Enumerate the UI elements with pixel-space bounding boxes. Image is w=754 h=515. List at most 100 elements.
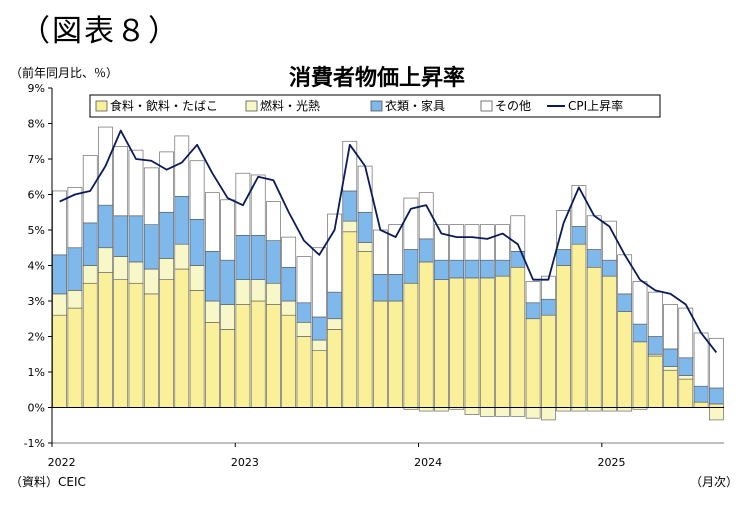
bar-food-10 xyxy=(205,321,220,408)
bar-food-13 xyxy=(250,300,266,408)
bar-other-2 xyxy=(82,155,98,224)
bar-fuel-30 xyxy=(510,407,526,417)
bar-other-24 xyxy=(418,192,434,240)
bar-food-42 xyxy=(693,401,709,408)
bar-clothing-23 xyxy=(403,249,419,284)
bar-fuel-1 xyxy=(67,290,83,309)
bar-other-29 xyxy=(495,224,510,261)
bar-clothing-11 xyxy=(220,259,235,305)
bar-fuel-17 xyxy=(311,339,327,351)
bar-food-29 xyxy=(495,275,510,408)
bar-food-3 xyxy=(98,272,113,408)
bar-food-39 xyxy=(647,355,663,408)
bar-clothing-4 xyxy=(113,215,129,257)
bar-fuel-11 xyxy=(220,304,235,330)
bar-clothing-39 xyxy=(647,336,663,355)
bar-other-6 xyxy=(143,167,159,225)
y-tick-label: -1% xyxy=(24,437,45,450)
bar-clothing-31 xyxy=(525,302,541,320)
bar-other-8 xyxy=(174,135,190,197)
bars-layer xyxy=(52,126,724,421)
bar-fuel-2 xyxy=(82,265,98,284)
bar-other-39 xyxy=(647,291,663,337)
bar-food-15 xyxy=(281,314,297,408)
bar-clothing-9 xyxy=(189,219,205,266)
bar-food-32 xyxy=(541,314,556,408)
bar-food-1 xyxy=(67,307,83,408)
bar-food-24 xyxy=(418,261,434,408)
bar-clothing-26 xyxy=(449,259,465,279)
bar-food-35 xyxy=(586,266,602,408)
bar-food-25 xyxy=(434,279,449,408)
bar-clothing-42 xyxy=(693,385,709,403)
bar-fuel-29 xyxy=(495,407,510,417)
bar-food-30 xyxy=(510,266,526,408)
bar-fuel-43 xyxy=(709,407,724,421)
bar-food-12 xyxy=(235,304,251,408)
legend: 食料・飲料・たばこ 燃料・光熱 衣類・家具 その他 CPI上昇率 xyxy=(89,94,661,118)
bar-other-43 xyxy=(709,337,724,389)
bar-fuel-35 xyxy=(586,407,602,412)
bar-food-23 xyxy=(403,282,419,408)
axes-layer: -1% 0% 1% 2% 3% 4% 5% 6% 7% 8% 9% 2022 2023 2024 2025 xyxy=(24,82,724,469)
y-tick-label: 9% xyxy=(28,82,45,95)
bar-food-21 xyxy=(373,300,388,408)
bar-clothing-27 xyxy=(464,259,480,279)
bar-other-41 xyxy=(678,307,694,359)
bar-clothing-19 xyxy=(342,190,358,222)
bar-clothing-25 xyxy=(434,259,449,281)
legend-swatch-other xyxy=(480,100,493,112)
bar-food-36 xyxy=(602,275,617,408)
bar-other-40 xyxy=(663,304,678,350)
legend-label-food: 食料・飲料・たばこ xyxy=(110,98,218,113)
bar-clothing-34 xyxy=(571,226,587,245)
bar-other-32 xyxy=(541,275,556,300)
bar-food-41 xyxy=(678,378,694,408)
legend-label-clothing: 衣類・家具 xyxy=(385,98,445,113)
bar-clothing-2 xyxy=(82,222,98,266)
bar-food-7 xyxy=(159,279,174,408)
bar-fuel-9 xyxy=(189,265,205,291)
bar-clothing-43 xyxy=(709,387,724,405)
legend-swatch-clothing xyxy=(370,100,383,112)
bar-other-34 xyxy=(571,185,587,227)
bar-clothing-8 xyxy=(174,195,190,245)
bar-food-19 xyxy=(342,231,358,408)
bar-fuel-20 xyxy=(357,242,373,252)
bar-clothing-22 xyxy=(388,274,403,302)
bar-food-28 xyxy=(479,277,495,408)
bar-clothing-20 xyxy=(357,211,373,243)
bar-food-16 xyxy=(296,336,312,408)
bar-food-38 xyxy=(632,341,648,408)
bar-other-14 xyxy=(266,201,281,241)
x-tick-label: 2022 xyxy=(48,456,76,469)
y-tick-label: 6% xyxy=(28,189,45,202)
y-tick-label: 4% xyxy=(28,260,45,273)
bar-other-38 xyxy=(632,281,648,325)
bar-fuel-25 xyxy=(434,407,449,412)
line-layer xyxy=(59,129,718,354)
bar-clothing-33 xyxy=(556,249,571,266)
y-tick-label: 0% xyxy=(28,402,45,415)
legend-swatch-fuel xyxy=(245,100,258,112)
bar-other-42 xyxy=(693,332,709,387)
bar-fuel-16 xyxy=(296,321,312,337)
bar-food-27 xyxy=(464,277,480,408)
bar-other-10 xyxy=(205,192,220,252)
bar-clothing-32 xyxy=(541,298,556,316)
bar-food-22 xyxy=(388,300,403,408)
bar-other-27 xyxy=(464,224,480,261)
bar-other-21 xyxy=(373,229,388,275)
bar-other-16 xyxy=(296,256,312,304)
bar-other-5 xyxy=(128,149,144,217)
bar-fuel-40 xyxy=(663,366,678,371)
bar-clothing-24 xyxy=(418,238,434,263)
bar-fuel-19 xyxy=(342,220,358,233)
bar-other-1 xyxy=(67,187,83,249)
bar-fuel-24 xyxy=(418,407,434,412)
bar-other-37 xyxy=(617,254,633,295)
bar-clothing-15 xyxy=(281,266,297,302)
bar-food-31 xyxy=(525,318,541,408)
bar-fuel-15 xyxy=(281,300,297,316)
bar-fuel-8 xyxy=(174,243,190,270)
